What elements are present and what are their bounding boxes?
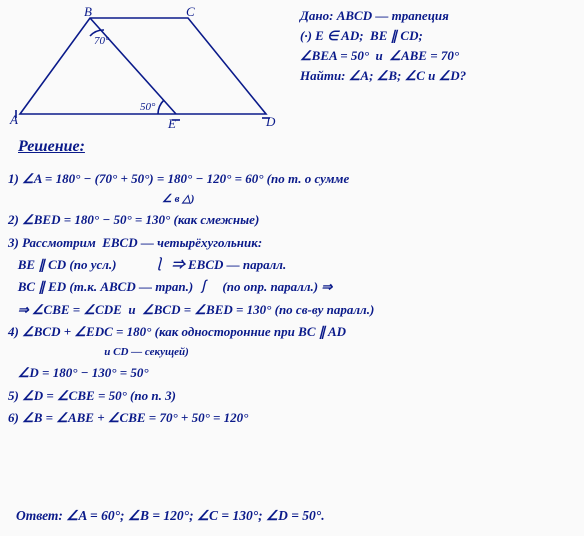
given-l2: (·) E ∈ AD; BE ∥ CD;: [300, 26, 580, 46]
pt-e-label: E: [167, 116, 176, 131]
given-l1: ABCD — трапеция: [337, 8, 449, 23]
step-4b: ∠D = 180° − 130° = 50°: [8, 362, 580, 384]
given-label: Дано:: [300, 8, 333, 23]
step-2: 2) ∠BED = 180° − 50° = 130° (как смежные…: [8, 209, 580, 231]
pt-c-label: C: [186, 6, 195, 19]
step-3: 3) Рассмотрим EBCD — четырёхугольник:: [8, 232, 580, 254]
step-5: 5) ∠D = ∠CBE = 50° (по п. 3): [8, 385, 580, 407]
solution-body: 1) ∠A = 180° − (70° + 50°) = 180° − 120°…: [8, 168, 580, 429]
step-3a: BE ∥ CD (по усл.) ⎱ ⇒ EBCD — паралл.: [8, 254, 580, 276]
given-l3: ∠BEA = 50° и ∠ABE = 70°: [300, 46, 580, 66]
step-6: 6) ∠B = ∠ABE + ∠CBE = 70° + 50° = 120°: [8, 407, 580, 429]
solution-title: Решение:: [18, 138, 85, 156]
find-label: Найти:: [300, 68, 346, 83]
pt-a-label: A: [9, 112, 18, 127]
step-1: 1) ∠A = 180° − (70° + 50°) = 180° − 120°…: [8, 168, 580, 190]
step-1b: ∠ в △): [8, 190, 580, 209]
trapezoid-diagram: A B C D E 70° 50°: [8, 6, 288, 134]
step-4a: и CD — секущей): [8, 343, 580, 362]
given-block: Дано: ABCD — трапеция (·) E ∈ AD; BE ∥ C…: [300, 6, 580, 87]
answer-line: Ответ: ∠A = 60°; ∠B = 120°; ∠C = 130°; ∠…: [16, 508, 325, 524]
angle-70: 70°: [94, 35, 110, 47]
pt-b-label: B: [84, 6, 92, 19]
pt-d-label: D: [265, 114, 276, 129]
step-4: 4) ∠BCD + ∠EDC = 180° (как односторонние…: [8, 321, 580, 343]
step-3b: BC ∥ ED (т.к. ABCD — трап.) ⎰ (по опр. п…: [8, 276, 580, 298]
find-text: ∠A; ∠B; ∠C и ∠D?: [349, 68, 466, 83]
angle-50: 50°: [140, 101, 156, 113]
step-3c: ⇒ ∠CBE = ∠CDE и ∠BCD = ∠BED = 130° (по с…: [8, 299, 580, 321]
